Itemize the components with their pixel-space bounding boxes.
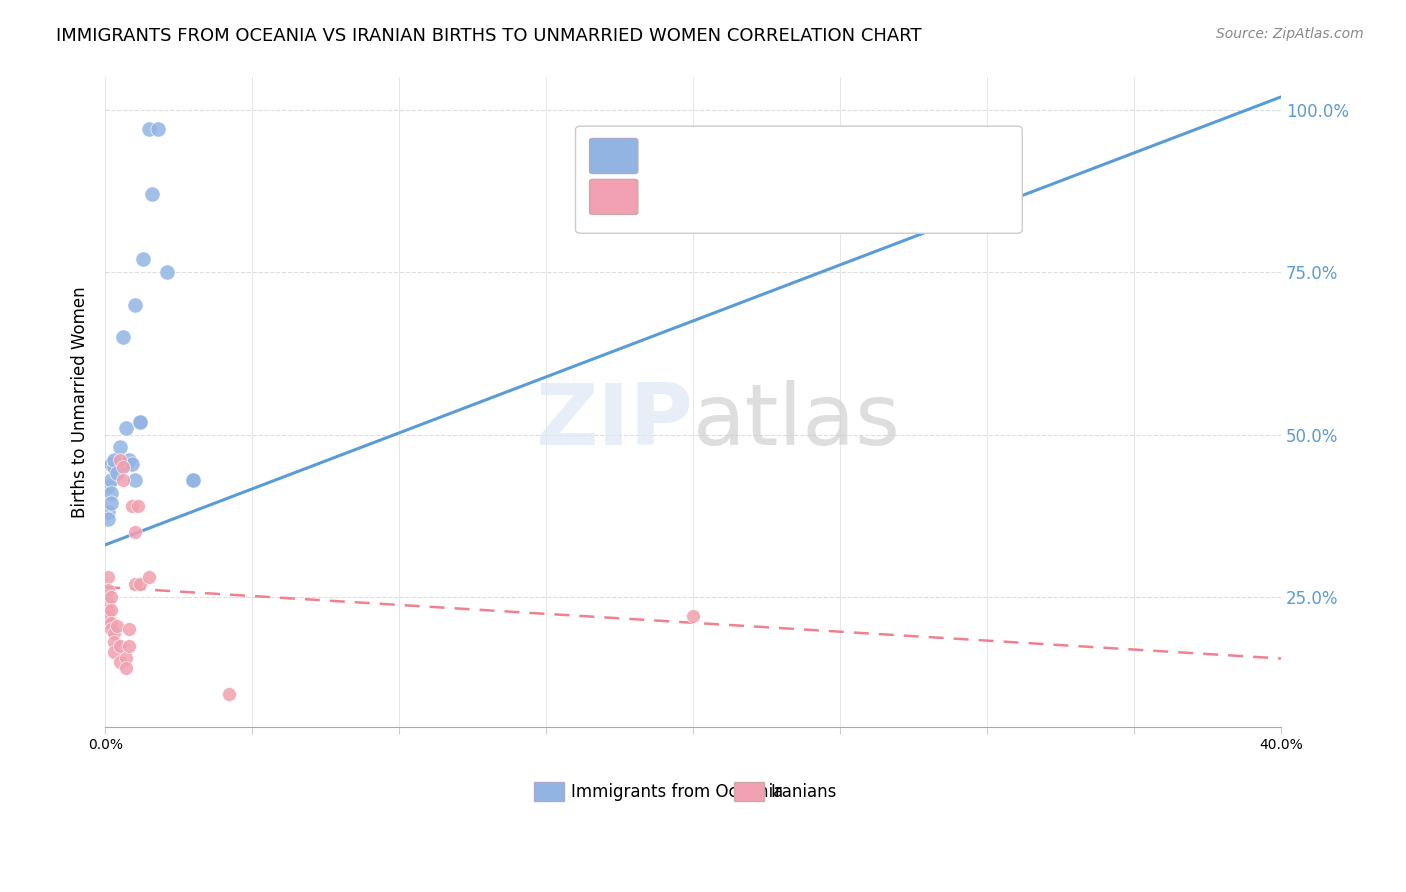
Point [97,596,120,610]
Point [97,603,120,617]
Point [97,609,120,624]
Point [118,622,141,636]
Point [97,512,120,526]
Point [183,473,205,487]
Point [124,298,146,312]
Text: 28: 28 [903,147,924,165]
Point [138,122,160,136]
Point [100,457,122,471]
Text: Iranians: Iranians [770,782,837,801]
Point [100,603,122,617]
Point [118,639,141,653]
FancyBboxPatch shape [589,138,638,174]
Point [218,687,240,701]
Y-axis label: Births to Unmarried Women: Births to Unmarried Women [72,286,89,518]
Point [111,330,134,344]
Point [141,187,163,202]
Point [108,655,131,669]
Bar [534,781,564,801]
Point [114,661,136,675]
Point [105,467,128,481]
Point [127,499,149,513]
FancyBboxPatch shape [575,126,1022,233]
Text: N =: N = [803,147,868,165]
Point [114,421,136,435]
Point [111,460,134,475]
Point [97,570,120,584]
Point [138,570,160,584]
Point [124,577,146,591]
Point [97,479,120,493]
Text: Immigrants from Oceania: Immigrants from Oceania [571,782,783,801]
Point [132,252,155,267]
Point [108,441,131,455]
Point [124,473,146,487]
Point [118,453,141,467]
Point [156,265,179,279]
Point [183,473,205,487]
Point [129,415,152,429]
Text: atlas: atlas [693,380,901,463]
Point [103,635,125,649]
Point [97,583,120,598]
Point [108,453,131,467]
Point [114,651,136,665]
Point [108,639,131,653]
Point [682,609,704,624]
Point [100,590,122,604]
Text: N =: N = [820,188,886,206]
Point [105,619,128,633]
Point [103,460,125,475]
Point [97,505,120,519]
Point [100,486,122,500]
Point [103,453,125,467]
Text: 30: 30 [914,188,936,206]
Point [100,473,122,487]
Point [111,473,134,487]
Point [100,496,122,510]
Text: R =: R = [650,147,693,165]
Text: ZIP: ZIP [536,380,693,463]
Point [121,457,143,471]
Point [100,622,122,636]
Point [103,625,125,640]
Point [124,524,146,539]
Point [114,457,136,471]
Point [129,415,152,429]
Point [917,187,939,202]
Text: IMMIGRANTS FROM OCEANIA VS IRANIAN BIRTHS TO UNMARRIED WOMEN CORRELATION CHART: IMMIGRANTS FROM OCEANIA VS IRANIAN BIRTH… [56,27,922,45]
Text: Source: ZipAtlas.com: Source: ZipAtlas.com [1216,27,1364,41]
Point [146,122,169,136]
Point [103,645,125,659]
Point [129,577,152,591]
Text: -0.183: -0.183 [714,188,779,206]
Text: R =: R = [650,188,693,206]
FancyBboxPatch shape [589,179,638,214]
Bar [734,781,763,801]
Point [121,499,143,513]
Text: 0.518: 0.518 [714,147,769,165]
Point [100,615,122,630]
